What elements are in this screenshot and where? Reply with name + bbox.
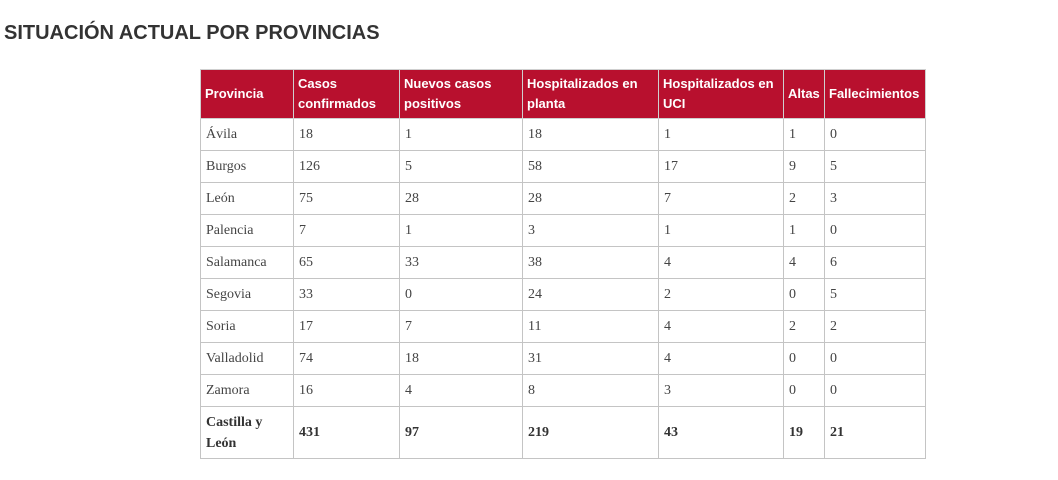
total-row: Castilla y León 431 97 219 43 19 21 (200, 406, 926, 459)
table-cell: 6 (824, 246, 926, 279)
table-cell: 17 (293, 310, 400, 343)
column-header-hospitalizados-uci: Hospitalizados en UCI (658, 69, 784, 119)
table-cell: 4 (783, 246, 825, 279)
table-cell: 5 (824, 150, 926, 183)
table-cell: León (200, 182, 294, 215)
table-cell: 7 (293, 214, 400, 247)
table-cell: 1 (658, 118, 784, 151)
column-header-casos-confirmados: Casos confirmados (293, 69, 400, 119)
table-cell: 74 (293, 342, 400, 375)
table-cell: 1 (399, 214, 523, 247)
table-cell: 7 (658, 182, 784, 215)
table-cell: 31 (522, 342, 659, 375)
table-row: Soria 17 7 11 4 2 2 (200, 310, 926, 343)
table-cell: 2 (824, 310, 926, 343)
table-cell: 1 (399, 118, 523, 151)
total-cell: 21 (824, 406, 926, 459)
table-cell: 0 (824, 214, 926, 247)
column-header-fallecimientos: Fallecimientos (824, 69, 926, 119)
table-cell: 0 (783, 278, 825, 311)
table-cell: 5 (824, 278, 926, 311)
table-cell: 0 (824, 374, 926, 407)
table-cell: Burgos (200, 150, 294, 183)
table-cell: 75 (293, 182, 400, 215)
table-row: León 75 28 28 7 2 3 (200, 182, 926, 215)
table-cell: 18 (522, 118, 659, 151)
table-cell: 3 (658, 374, 784, 407)
table-cell: 2 (783, 310, 825, 343)
table-row: Burgos 126 5 58 17 9 5 (200, 150, 926, 183)
table-cell: 2 (658, 278, 784, 311)
table-cell: 18 (293, 118, 400, 151)
table-cell: 38 (522, 246, 659, 279)
table-cell: Segovia (200, 278, 294, 311)
table-cell: 4 (658, 310, 784, 343)
table-cell: 24 (522, 278, 659, 311)
table-cell: 2 (783, 182, 825, 215)
table-row: Zamora 16 4 8 3 0 0 (200, 374, 926, 407)
table-cell: 8 (522, 374, 659, 407)
table-cell: 3 (824, 182, 926, 215)
table-row: Valladolid 74 18 31 4 0 0 (200, 342, 926, 375)
table-cell: Valladolid (200, 342, 294, 375)
table-cell: 11 (522, 310, 659, 343)
total-cell: Castilla y León (200, 406, 294, 459)
table-row: Salamanca 65 33 38 4 4 6 (200, 246, 926, 279)
table-cell: 9 (783, 150, 825, 183)
provinces-table: Provincia Casos confirmados Nuevos casos… (200, 69, 926, 459)
total-cell: 431 (293, 406, 400, 459)
total-cell: 43 (658, 406, 784, 459)
column-header-provincia: Provincia (200, 69, 294, 119)
table-cell: 28 (522, 182, 659, 215)
table-cell: 1 (658, 214, 784, 247)
table-cell: Palencia (200, 214, 294, 247)
page-title: SITUACIÓN ACTUAL POR PROVINCIAS (4, 22, 380, 44)
total-cell: 97 (399, 406, 523, 459)
table-cell: 0 (783, 342, 825, 375)
column-header-hospitalizados-planta: Hospitalizados en planta (522, 69, 659, 119)
table-cell: 4 (658, 342, 784, 375)
table-cell: 28 (399, 182, 523, 215)
table-cell: 18 (399, 342, 523, 375)
table-cell: 7 (399, 310, 523, 343)
table-cell: 3 (522, 214, 659, 247)
table-cell: 16 (293, 374, 400, 407)
table-cell: Ávila (200, 118, 294, 151)
table-row: Palencia 7 1 3 1 1 0 (200, 214, 926, 247)
total-cell: 19 (783, 406, 825, 459)
table-cell: 4 (658, 246, 784, 279)
table-cell: 58 (522, 150, 659, 183)
table-cell: 33 (399, 246, 523, 279)
table-cell: 1 (783, 214, 825, 247)
column-header-altas: Altas (783, 69, 825, 119)
table-cell: 5 (399, 150, 523, 183)
total-cell: 219 (522, 406, 659, 459)
table-cell: 0 (399, 278, 523, 311)
table-cell: Zamora (200, 374, 294, 407)
table-cell: 1 (783, 118, 825, 151)
table-row: Segovia 33 0 24 2 0 5 (200, 278, 926, 311)
table-cell: 126 (293, 150, 400, 183)
table-cell: 17 (658, 150, 784, 183)
table-cell: 0 (824, 118, 926, 151)
table-cell: Salamanca (200, 246, 294, 279)
table-cell: 0 (783, 374, 825, 407)
table-cell: 0 (824, 342, 926, 375)
column-header-nuevos-casos-positivos: Nuevos casos positivos (399, 69, 523, 119)
table-row: Ávila 18 1 18 1 1 0 (200, 118, 926, 151)
table-cell: 33 (293, 278, 400, 311)
table-cell: 4 (399, 374, 523, 407)
table-header-row: Provincia Casos confirmados Nuevos casos… (200, 69, 926, 119)
table-cell: 65 (293, 246, 400, 279)
table-cell: Soria (200, 310, 294, 343)
